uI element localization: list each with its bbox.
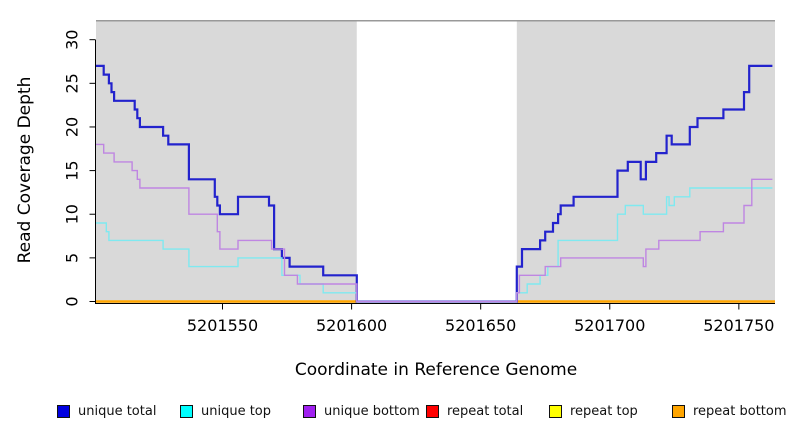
legend-label: unique total bbox=[78, 403, 157, 419]
legend-swatch-icon bbox=[549, 404, 562, 418]
gap-region bbox=[356, 20, 517, 303]
y-tick-label: 30 bbox=[63, 30, 82, 50]
legend-label: repeat top bbox=[570, 403, 638, 419]
y-axis-title: Read Coverage Depth bbox=[15, 76, 35, 264]
legend-swatch-icon bbox=[180, 404, 193, 418]
y-tick-label: 0 bbox=[63, 296, 82, 306]
legend-item-unique-top: unique top bbox=[180, 403, 271, 419]
legend-label: unique top bbox=[201, 403, 272, 419]
plot-panel bbox=[96, 19, 775, 304]
legend-swatch-icon bbox=[426, 404, 439, 418]
y-tick-label: 20 bbox=[63, 117, 82, 137]
y-tick-label: 5 bbox=[63, 253, 82, 263]
legend-item-repeat-top: repeat top bbox=[549, 403, 638, 419]
x-tick-label: 5201700 bbox=[574, 316, 645, 335]
legend-swatch-icon bbox=[303, 404, 316, 418]
legend-item-repeat-bottom: repeat bottom bbox=[672, 403, 787, 419]
legend-swatch-icon bbox=[672, 404, 685, 418]
legend-item-repeat-total: repeat total bbox=[426, 403, 523, 419]
x-axis-title: Coordinate in Reference Genome bbox=[294, 360, 578, 380]
axis-layer: 0 5 10 15 20 25 30 5201550 5201600 5201650 5201700… bbox=[63, 30, 775, 335]
legend-item-unique-bottom: unique bottom bbox=[303, 403, 420, 419]
y-tick-label: 15 bbox=[63, 160, 82, 180]
legend-label: repeat bottom bbox=[693, 403, 787, 419]
y-tick-label: 10 bbox=[63, 204, 82, 224]
series-layer bbox=[96, 64, 775, 303]
legend-label: unique bottom bbox=[324, 403, 420, 419]
x-tick-label: 5201600 bbox=[316, 316, 387, 335]
legend-item-unique-total: unique total bbox=[57, 403, 156, 419]
y-tick-label: 25 bbox=[63, 73, 82, 93]
x-tick-label: 5201750 bbox=[703, 316, 774, 335]
series-unique-bottom-line bbox=[96, 143, 773, 303]
legend-swatch-icon bbox=[57, 404, 70, 418]
x-tick-label: 5201550 bbox=[187, 316, 258, 335]
legend-label: repeat total bbox=[447, 403, 524, 419]
series-unique-top-line bbox=[96, 187, 773, 303]
x-tick-label: 5201650 bbox=[445, 316, 516, 335]
